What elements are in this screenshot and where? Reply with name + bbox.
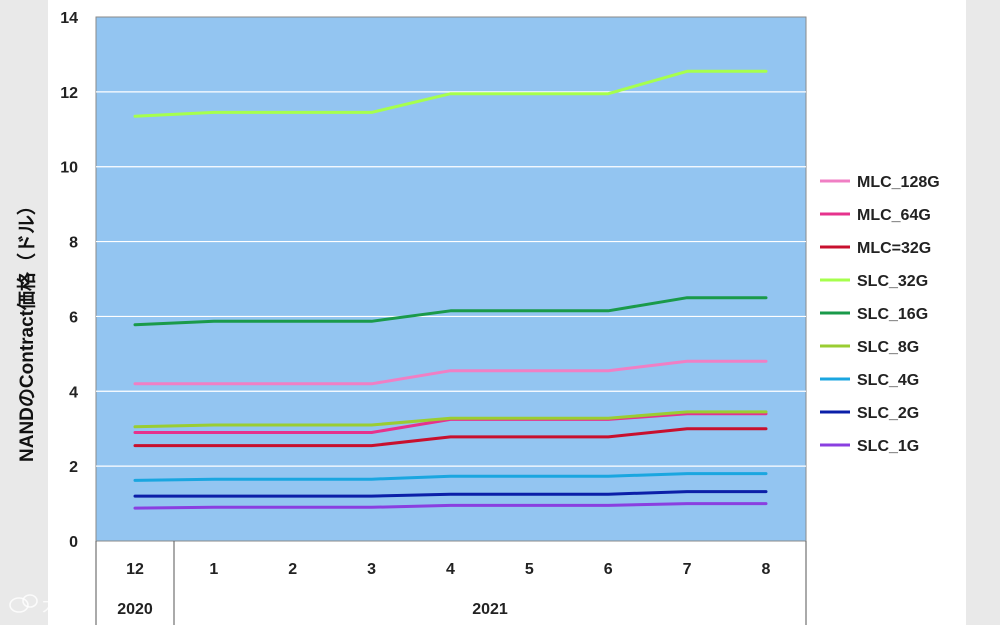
chat-bubble-icon (9, 594, 38, 613)
x-tick-label: 6 (604, 561, 613, 578)
legend-label: SLC_8G (857, 339, 919, 356)
x-tick-label: 2 (288, 561, 297, 578)
y-tick-label: 4 (69, 384, 78, 401)
y-tick-label: 0 (69, 534, 78, 551)
series-line-slc-1g (133, 502, 768, 510)
x-group-label: 2020 (117, 601, 153, 618)
y-tick-label: 10 (60, 160, 78, 177)
watermark: 大數跨境 (9, 594, 114, 616)
series-line-slc-32g (133, 69, 768, 118)
legend-label: SLC_4G (857, 372, 919, 389)
series-line-slc-4g (133, 472, 768, 482)
legend-label: MLC_128G (857, 174, 940, 191)
series-line-mlc-32g (133, 427, 768, 448)
legend-label: SLC_1G (857, 438, 919, 455)
series-lines (133, 69, 768, 510)
series-line-slc-16g (133, 296, 768, 327)
y-tick-label: 8 (69, 235, 78, 252)
y-axis-ticks: 0 2 4 6 8 10 12 14 (60, 10, 78, 551)
legend-label: MLC_64G (857, 207, 931, 224)
series-line-slc-8g (133, 410, 768, 429)
legend-label: MLC=32G (857, 240, 931, 257)
watermark-text: 大數跨境 (42, 595, 114, 616)
gridlines (96, 91, 806, 467)
x-tick-label: 1 (209, 561, 218, 578)
y-tick-label: 2 (69, 459, 78, 476)
x-group-label: 2021 (472, 601, 508, 618)
legend-label: SLC_2G (857, 405, 919, 422)
y-tick-label: 14 (60, 10, 78, 27)
x-tick-label: 12 (126, 561, 144, 578)
x-tick-label: 3 (367, 561, 376, 578)
y-tick-label: 12 (60, 85, 78, 102)
series-line-mlc-128g (133, 359, 768, 386)
legend-label: SLC_16G (857, 306, 928, 323)
x-tick-label: 7 (683, 561, 692, 578)
x-tick-label: 4 (446, 561, 455, 578)
plot-area (95, 16, 807, 542)
x-tick-label: 8 (762, 561, 771, 578)
x-tick-label: 5 (525, 561, 534, 578)
legend-label: SLC_32G (857, 273, 928, 290)
y-tick-label: 6 (69, 309, 78, 326)
y-axis-label: NANDのContract価格（ドル） (15, 196, 38, 462)
series-line-slc-2g (133, 490, 768, 498)
legend: MLC_128G MLC_64G MLC=32G SLC_32G SLC_16G SLC_… (820, 174, 940, 455)
